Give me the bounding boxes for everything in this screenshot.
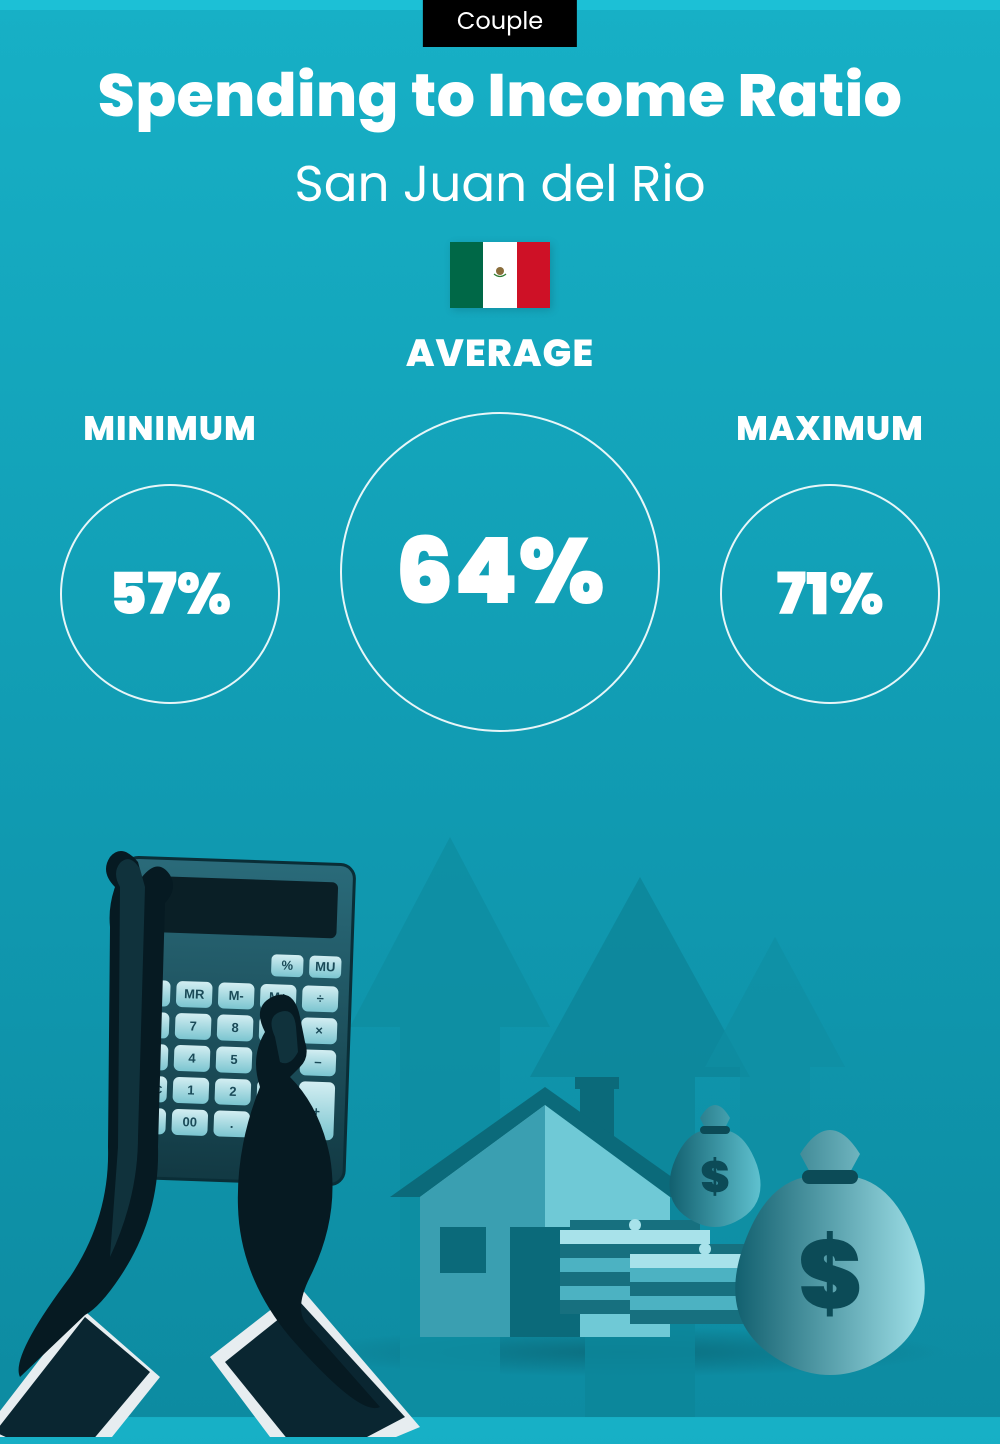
svg-text:2: 2 (229, 1084, 237, 1099)
flag-stripe-white (483, 242, 516, 308)
svg-text:M-: M- (228, 988, 244, 1004)
svg-text:8: 8 (231, 1020, 239, 1035)
illustration: $ $ (0, 767, 1000, 1417)
stat-minimum-value: 57% (109, 551, 231, 638)
svg-text:×: × (315, 1023, 324, 1038)
svg-text:5: 5 (230, 1052, 238, 1067)
svg-text:%: % (281, 958, 294, 973)
stat-average-circle: 64% (340, 412, 660, 732)
category-badge: Couple (423, 0, 577, 47)
stat-average: AVERAGE 64% (340, 325, 660, 732)
svg-text:4: 4 (188, 1050, 197, 1065)
flag-stripe-red (517, 242, 550, 308)
page-title: Spending to Income Ratio (0, 50, 1000, 140)
stat-average-label: AVERAGE (406, 325, 594, 382)
svg-text:.: . (230, 1116, 234, 1131)
stat-average-value: 64% (395, 503, 604, 641)
svg-text:÷: ÷ (316, 991, 324, 1006)
stat-maximum-value: 71% (776, 551, 883, 638)
flag-stripe-green (450, 242, 483, 308)
svg-text:MR: MR (184, 986, 205, 1002)
stat-minimum: MINIMUM 57% (60, 403, 280, 704)
location-subtitle: San Juan del Rio (0, 146, 1000, 222)
svg-text:1: 1 (187, 1082, 195, 1097)
svg-text:$: $ (798, 1207, 862, 1342)
money-bag-icon: $ (720, 1120, 940, 1387)
svg-text:−: − (314, 1055, 323, 1070)
hands-calculator-icon: % MU MC MR M- M+ ÷ +/- 7 8 9 × ▶ 4 (0, 817, 480, 1437)
stat-maximum: MAXIMUM 71% (720, 403, 940, 704)
svg-text:00: 00 (182, 1114, 197, 1129)
svg-text:7: 7 (189, 1018, 197, 1033)
stat-maximum-circle: 71% (720, 484, 940, 704)
stat-minimum-label: MINIMUM (83, 403, 257, 454)
stats-row: MINIMUM 57% AVERAGE 64% MAXIMUM 71% (0, 375, 1000, 732)
svg-text:MU: MU (315, 959, 336, 975)
stat-maximum-label: MAXIMUM (736, 403, 924, 454)
flag-emblem-icon (491, 263, 509, 287)
mexico-flag-icon (450, 242, 550, 308)
header: Spending to Income Ratio San Juan del Ri… (0, 50, 1000, 315)
stat-minimum-circle: 57% (60, 484, 280, 704)
